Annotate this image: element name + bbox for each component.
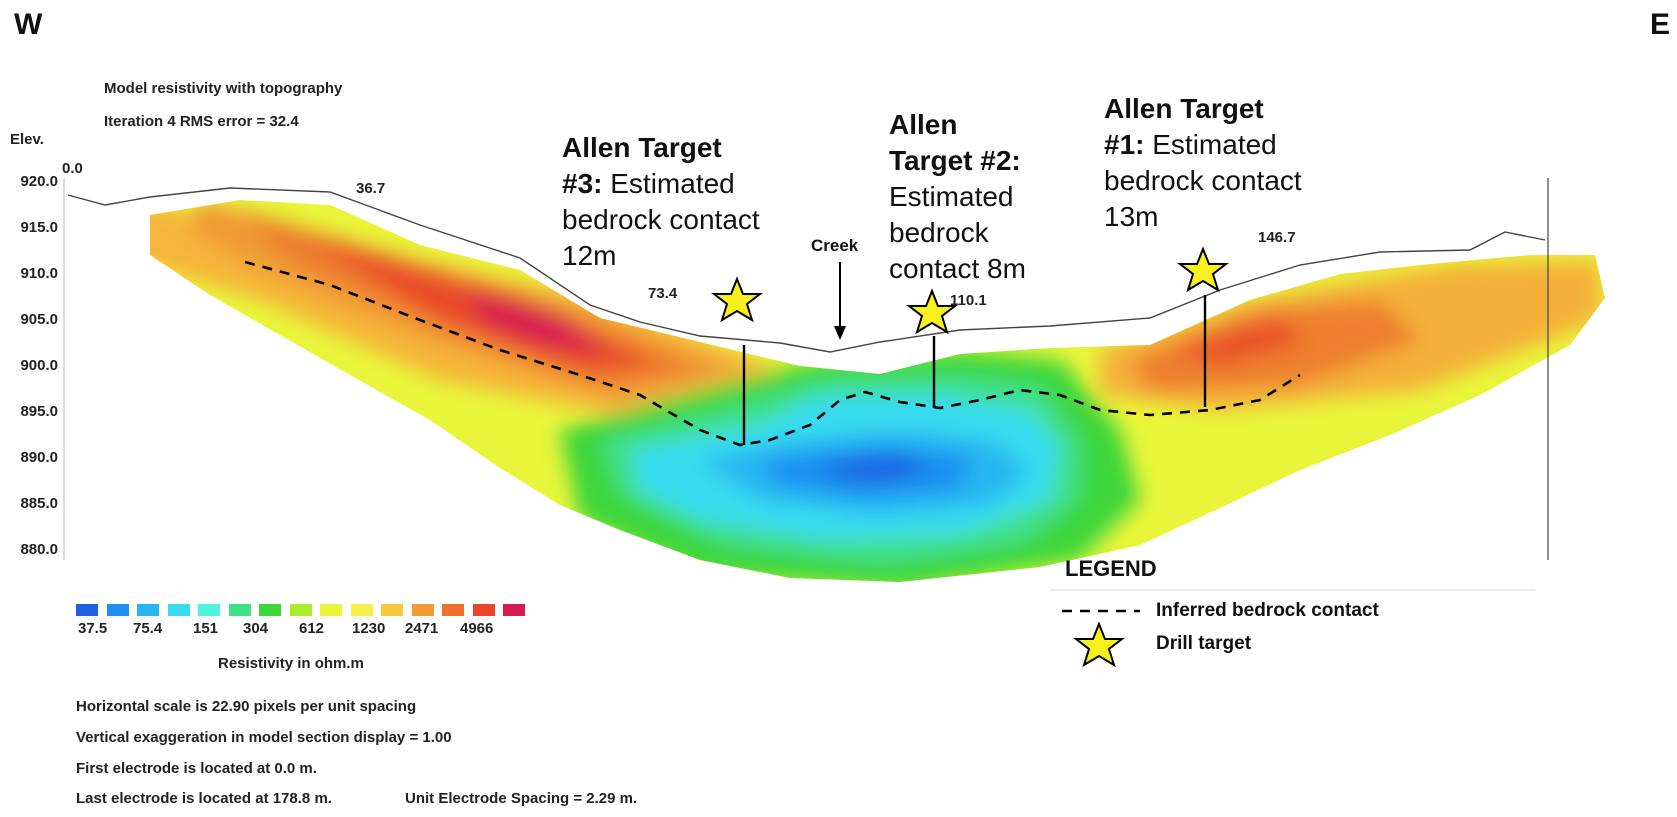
scale-swatch <box>320 604 342 616</box>
west-label: W <box>14 8 43 41</box>
scale-value: 4966 <box>460 620 494 637</box>
drill-target-star-1 <box>1177 246 1229 293</box>
scale-label: Resistivity in ohm.m <box>218 655 364 672</box>
legend-bedrock-label: Inferred bedrock contact <box>1156 600 1379 621</box>
scale-value: 612 <box>299 620 325 637</box>
legend-title: LEGEND <box>1065 556 1157 581</box>
east-label: E <box>1650 8 1671 41</box>
scale-swatch <box>381 604 403 616</box>
scale-swatch <box>442 604 464 616</box>
footer-line-3: First electrode is located at 0.0 m. <box>76 760 317 777</box>
scale-swatch <box>137 604 159 616</box>
target-1-text: Estimated <box>1152 129 1277 160</box>
target-3-number: #3: <box>562 168 603 199</box>
elev-tick: 905.0 <box>20 311 58 328</box>
scale-swatch <box>411 604 434 616</box>
drill-target-star-3 <box>711 276 763 323</box>
elev-tick: 885.0 <box>20 495 58 512</box>
elev-axis-label: Elev. <box>10 131 44 148</box>
scale-value: 75.4 <box>133 620 163 637</box>
iteration-text: Iteration 4 RMS error = 32.4 <box>104 113 299 130</box>
model-title: Model resistivity with topography <box>104 80 343 97</box>
distance-label: 146.7 <box>1258 229 1296 246</box>
target-1-line4: 13m <box>1104 201 1159 232</box>
target-3-line3: bedrock contact <box>562 204 760 235</box>
scale-swatch <box>198 604 220 616</box>
distance-label: 73.4 <box>648 285 678 302</box>
footer-line-1: Horizontal scale is 22.90 pixels per uni… <box>76 698 417 715</box>
scale-swatch <box>76 604 98 616</box>
target-2-text: Estimated <box>889 181 1014 212</box>
target-2-annotation: Allen Target #2: Estimated bedrock conta… <box>889 107 1026 287</box>
target-3-title: Allen Target <box>562 132 722 163</box>
elev-tick: 900.0 <box>20 357 58 374</box>
topography-line <box>67 187 1546 353</box>
elev-tick: 915.0 <box>20 219 58 236</box>
distance-label: 110.1 <box>950 292 987 309</box>
scale-value: 304 <box>243 620 269 637</box>
scale-swatch <box>259 604 281 616</box>
scale-swatch <box>167 604 190 616</box>
target-2-line4: contact 8m <box>889 253 1026 284</box>
target-1-title: Allen Target <box>1104 93 1264 124</box>
target-3-text: Estimated <box>610 168 735 199</box>
target-2-number: Target #2: <box>889 145 1021 176</box>
scale-swatch <box>106 604 129 616</box>
elev-tick: 890.0 <box>20 449 58 466</box>
target-1-annotation: Allen Target #1: Estimated bedrock conta… <box>1104 91 1302 235</box>
scale-swatch <box>350 604 373 616</box>
footer-line-4: Last electrode is located at 178.8 m. <box>76 790 332 807</box>
target-1-line3: bedrock contact <box>1104 165 1302 196</box>
elev-tick: 880.0 <box>20 541 58 558</box>
elev-tick: 910.0 <box>20 265 58 282</box>
elev-tick: 920.0 <box>20 173 58 190</box>
legend-drill-label: Drill target <box>1156 633 1252 654</box>
scale-swatch <box>289 604 312 616</box>
legend-star-icon <box>1073 621 1125 668</box>
scale-value: 151 <box>193 620 219 637</box>
distance-label: 36.7 <box>356 180 386 197</box>
scale-value: 37.5 <box>78 620 108 637</box>
scale-swatch <box>472 604 495 616</box>
target-3-line4: 12m <box>562 240 617 271</box>
scale-value: 1230 <box>352 620 386 637</box>
drill-target-star-2 <box>906 288 958 335</box>
target-2-title: Allen <box>889 109 958 140</box>
scale-value: 2471 <box>405 620 439 637</box>
bedrock-contact-line <box>244 260 1301 447</box>
creek-label: Creek <box>811 236 859 255</box>
footer-line-4b: Unit Electrode Spacing = 2.29 m. <box>405 790 638 807</box>
scale-swatch <box>228 604 251 616</box>
elev-tick: 895.0 <box>20 403 58 420</box>
target-3-annotation: Allen Target #3: Estimated bedrock conta… <box>562 130 760 274</box>
resistivity-colors <box>150 200 1605 582</box>
footer-line-2: Vertical exaggeration in model section d… <box>76 729 452 746</box>
scale-swatch <box>503 604 525 616</box>
distance-label: 0.0 <box>62 160 83 177</box>
target-2-line3: bedrock <box>889 217 989 248</box>
target-1-number: #1: <box>1104 129 1145 160</box>
